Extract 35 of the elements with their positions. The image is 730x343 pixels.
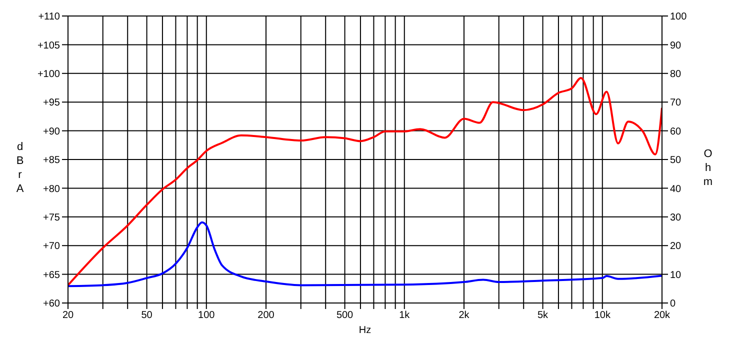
x-tick-label: 500 <box>336 310 354 322</box>
y2-tick-label: 0 <box>670 298 676 310</box>
x-tick-label: 50 <box>141 310 153 322</box>
x-tick-label: 20 <box>62 310 74 322</box>
y-tick-label: +70 <box>43 241 60 252</box>
x-tick-label: 5k <box>538 310 550 322</box>
y-tick-label: +110 <box>38 12 60 23</box>
y-tick-label: +100 <box>37 68 60 80</box>
y2-tick-label: 90 <box>670 40 682 52</box>
x-axis-title: Hz <box>358 325 372 336</box>
y-tick-label: +90 <box>43 126 60 138</box>
x-tick-label: 10k <box>594 310 612 322</box>
y2-tick-label: 20 <box>670 241 682 252</box>
x-tick-label: 200 <box>258 310 275 322</box>
y2-tick-label: 100 <box>670 12 688 23</box>
y-tick-label: +85 <box>43 155 60 166</box>
y2-tick-label: 40 <box>670 184 682 195</box>
x-tick-label: 1k <box>399 310 411 322</box>
y-tick-label: +80 <box>43 184 60 195</box>
y-tick-label: +75 <box>43 212 60 224</box>
y2-tick-label: 60 <box>670 126 682 138</box>
y-tick-label: +105 <box>37 40 60 52</box>
y-tick-label: +65 <box>43 270 60 281</box>
y2-tick-label: 50 <box>670 155 682 166</box>
x-tick-label: 20k <box>654 310 672 322</box>
y-tick-label: +60 <box>43 298 60 310</box>
y-axis-title: dBrA <box>16 141 24 195</box>
y2-tick-label: 80 <box>670 68 682 80</box>
y2-tick-label: 30 <box>670 212 682 224</box>
x-tick-label: 100 <box>198 310 216 322</box>
y-tick-label: +95 <box>43 98 60 109</box>
y2-axis-title: Ohm <box>703 148 713 188</box>
y2-tick-label: 70 <box>670 98 682 109</box>
x-tick-label: 2k <box>458 310 470 322</box>
y2-tick-label: 10 <box>670 270 682 281</box>
